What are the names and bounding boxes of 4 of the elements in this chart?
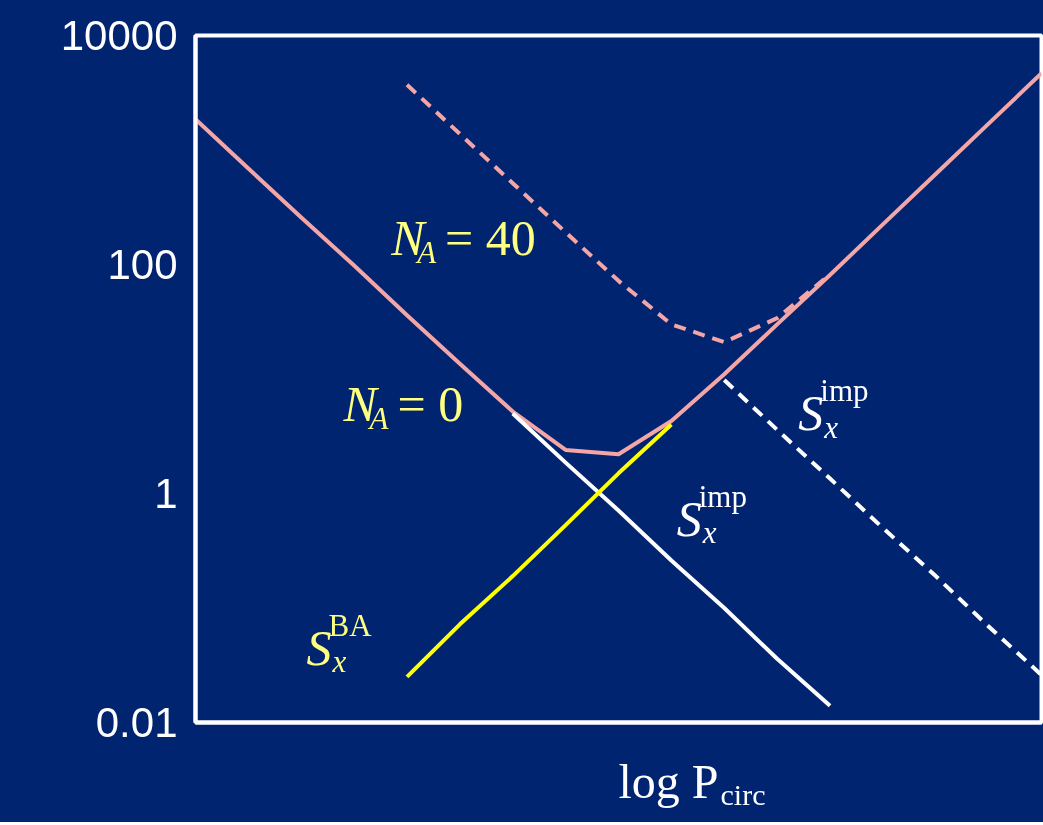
- y-tick-label: 0.01: [95, 699, 178, 746]
- y-tick-label: 100: [107, 241, 178, 288]
- y-tick-label: 1: [154, 470, 178, 517]
- y-tick-label: 10000: [60, 12, 178, 59]
